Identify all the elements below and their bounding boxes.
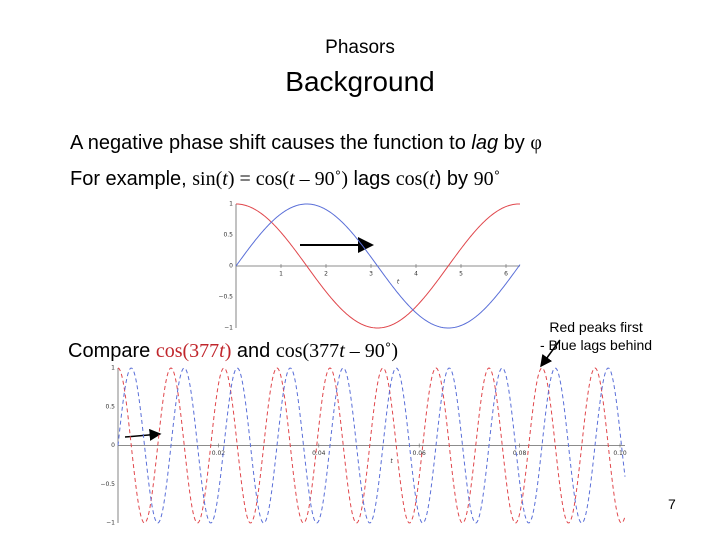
text: For example, xyxy=(70,168,193,190)
math: sin( xyxy=(192,168,223,190)
text: Compare xyxy=(68,340,156,362)
x-axis-label: t xyxy=(397,279,400,286)
math: t xyxy=(429,168,435,190)
text: lags xyxy=(347,168,396,190)
math: t xyxy=(289,168,295,190)
y-tick-label: 0.5 xyxy=(105,403,115,410)
y-tick-label: 1 xyxy=(229,201,233,208)
y-tick-label: −1 xyxy=(106,520,115,527)
math: – 90˚) xyxy=(344,340,399,362)
callout: Red peaks first - Blue lags behind xyxy=(540,318,652,354)
x-tick-label: 0.10 xyxy=(613,450,627,457)
x-tick-label: 0.04 xyxy=(312,450,326,457)
symbol: φ xyxy=(530,132,542,154)
math: ) = cos( xyxy=(227,168,290,190)
curve xyxy=(235,203,521,329)
math: cos(377 xyxy=(155,340,220,362)
x-axis-label: t xyxy=(390,458,393,465)
callout-text: Red peaks first xyxy=(549,319,643,335)
x-tick-label: 3 xyxy=(369,271,373,278)
x-tick-label: 5 xyxy=(459,271,463,278)
y-tick-label: −1 xyxy=(224,325,233,332)
math: cos(377 xyxy=(275,340,340,362)
page-number: 7 xyxy=(668,496,676,512)
x-tick-label: 2 xyxy=(324,271,328,278)
title: Background xyxy=(285,66,435,97)
y-tick-label: 0 xyxy=(111,442,115,449)
y-tick-label: −0.5 xyxy=(218,294,233,301)
math: – 90˚) xyxy=(294,168,348,190)
text: and xyxy=(231,340,276,362)
text-line: A negative phase shift causes the functi… xyxy=(70,132,542,155)
y-tick-label: −0.5 xyxy=(100,481,115,488)
x-tick-label: 0.02 xyxy=(212,450,226,457)
math: t xyxy=(219,340,225,362)
text: ) by xyxy=(434,168,474,190)
subtitle: Phasors xyxy=(325,37,395,58)
y-tick-label: 1 xyxy=(111,365,115,372)
math: ) xyxy=(224,340,232,362)
math: cos( xyxy=(395,168,430,190)
arrow xyxy=(124,428,162,441)
math: t xyxy=(339,340,345,362)
math: t xyxy=(222,168,228,190)
curve xyxy=(117,367,626,524)
curve xyxy=(117,367,626,524)
y-tick-label: 0.5 xyxy=(223,232,233,239)
curve xyxy=(235,203,521,329)
callout-text: - Blue lags behind xyxy=(540,337,653,353)
x-tick-label: 6 xyxy=(504,271,508,278)
text: lag xyxy=(471,132,499,154)
x-tick-label: 0.08 xyxy=(513,450,527,457)
text-line: For example, sin(t) = cos(t – 90˚) lags … xyxy=(70,168,500,191)
text-line: Compare cos(377t) and cos(377t – 90˚) xyxy=(68,340,398,363)
x-tick-label: 4 xyxy=(414,271,418,278)
y-tick-label: 0 xyxy=(229,263,233,270)
x-tick-label: 1 xyxy=(279,271,283,278)
text: by xyxy=(498,132,531,154)
math: 90˚ xyxy=(473,168,501,190)
text: A negative phase shift causes the functi… xyxy=(70,132,472,154)
x-tick-label: 0.06 xyxy=(413,450,427,457)
arrow xyxy=(540,339,561,368)
